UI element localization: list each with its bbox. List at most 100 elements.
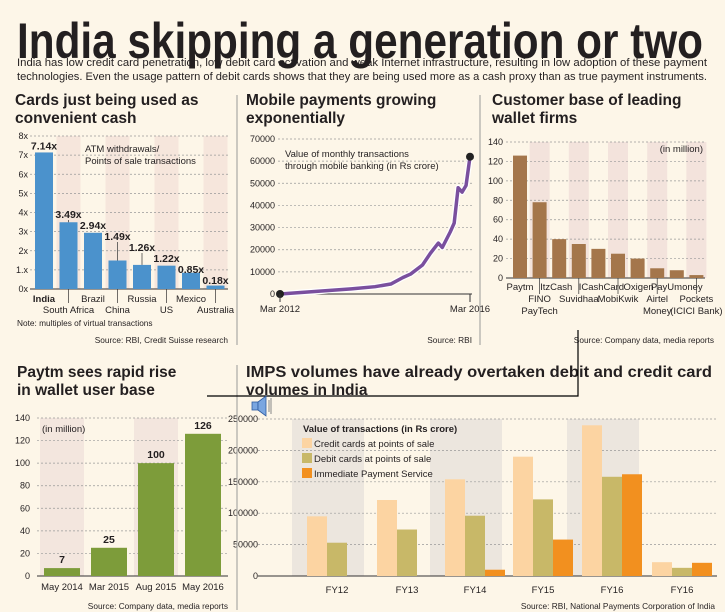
- chart1-category-label: Australia: [197, 305, 235, 316]
- chart4-category-label: May 2016: [182, 582, 224, 593]
- connector-line: [207, 330, 579, 397]
- chart3-ytick: 100: [488, 176, 503, 186]
- chart5-category-label: FY15: [532, 585, 555, 596]
- chart3-source: Source: Company data, media reports: [574, 335, 714, 345]
- chart2-ytick: 30000: [250, 223, 275, 233]
- chart1-ytick: 4x: [18, 208, 28, 218]
- chart1-bar: [206, 285, 225, 289]
- chart3-band: [686, 142, 707, 278]
- chart4-ytick: 40: [20, 526, 30, 536]
- chart4-source: Source: Company data, media reports: [88, 601, 228, 611]
- chart5-category-label: FY16: [671, 585, 694, 596]
- chart5-bar: [307, 516, 327, 576]
- chart3-ytick: 0: [498, 273, 503, 283]
- chart5-legend-title: Value of transactions (in Rs crore): [303, 424, 457, 435]
- intro-line-1: India has low credit card penetration, l…: [17, 57, 708, 69]
- speaker-icon[interactable]: [251, 395, 272, 417]
- chart3-bar: [689, 275, 704, 278]
- chart2-title-1: Mobile payments growing: [246, 92, 436, 109]
- chart4-bar: [44, 568, 80, 576]
- chart3-category-label: Suvidhaa: [559, 294, 599, 305]
- chart1-category-label: South Africa: [43, 305, 95, 316]
- chart5-ytick: 200000: [228, 445, 258, 455]
- chart3-category-label: Oxigen: [624, 282, 654, 293]
- chart2-ytick: 20000: [250, 245, 275, 255]
- chart1-category-label: China: [105, 305, 131, 316]
- chart2-ytick: 70000: [250, 134, 275, 144]
- chart2-xtick-label: Mar 2012: [260, 304, 300, 315]
- chart5-legend-swatch: [302, 453, 312, 463]
- chart2-ytick: 50000: [250, 178, 275, 188]
- chart4-title-2: in wallet user base: [17, 382, 155, 399]
- chart4-category-label: Mar 2015: [89, 582, 129, 593]
- chart4-ytick: 80: [20, 481, 30, 491]
- chart3-category-label: ItzCash: [540, 282, 572, 293]
- chart5-bar: [327, 542, 347, 576]
- chart4-ytick: 120: [15, 436, 30, 446]
- chart2-ytick: 40000: [250, 200, 275, 210]
- chart3-category-label: Pockets: [680, 294, 714, 305]
- chart5-category-label: FY14: [464, 585, 487, 596]
- chart1-category-label: US: [160, 305, 173, 316]
- chart5-ytick: 150000: [228, 477, 258, 487]
- chart1-data-label: 1.26x: [129, 242, 155, 254]
- chart3-bar: [591, 248, 606, 278]
- chart5-legend-label: Credit cards at points of sale: [314, 439, 434, 450]
- chart1-ytick: 6x: [18, 169, 28, 179]
- chart5-legend-swatch: [302, 468, 312, 478]
- chart5-legend-swatch: [302, 438, 312, 448]
- chart1-bar: [182, 272, 200, 289]
- chart3-ytick: 120: [488, 156, 503, 166]
- chart4-bar: [138, 463, 174, 576]
- chart4-ytick: 0: [25, 571, 30, 581]
- chart3-category-label: Airtel: [646, 294, 668, 305]
- chart5-ytick: 0: [253, 571, 258, 581]
- chart1-ytick: 8x: [18, 131, 28, 141]
- chart1-data-label: 1.22x: [153, 253, 179, 265]
- chart1-ytick: 1.x: [16, 265, 29, 275]
- chart1-category-label: Mexico: [176, 294, 206, 305]
- chart4-ytick: 140: [15, 413, 30, 423]
- chart2-annotation-2: through mobile banking (in Rs crore): [285, 161, 439, 172]
- chart5-bar: [485, 569, 505, 576]
- chart1-data-label: 1.49x: [104, 231, 130, 243]
- chart4-unit: (in million): [42, 424, 85, 435]
- chart3-category-label: PayUmoney: [651, 282, 703, 293]
- chart3-category-label: ICashCard: [579, 282, 624, 293]
- chart3-bar: [630, 258, 645, 278]
- chart1-ytick: 3x: [18, 227, 28, 237]
- chart5-bar: [377, 500, 397, 576]
- chart5-ytick: 250000: [228, 414, 258, 424]
- chart5-category-label: FY13: [396, 585, 419, 596]
- chart3-ytick: 60: [493, 215, 503, 225]
- chart2-line-halo: [279, 156, 473, 297]
- chart3-ytick: 140: [488, 137, 503, 147]
- chart5-ytick: 50000: [233, 540, 258, 550]
- chart5-bar: [445, 479, 465, 576]
- chart3-bar: [571, 244, 586, 278]
- chart1-annotation-1: ATM withdrawals/: [85, 144, 160, 155]
- chart2-end-point: [466, 152, 474, 161]
- chart5-bar: [692, 562, 712, 576]
- chart4-ytick: 60: [20, 503, 30, 513]
- chart1-source: Source: RBI, Credit Suisse research: [95, 335, 229, 345]
- chart4-ytick: 100: [15, 458, 30, 468]
- chart3-category-label: FINO: [528, 294, 551, 305]
- chart4-data-label: 126: [194, 420, 212, 432]
- main-title: India skipping a generation or two: [17, 13, 703, 69]
- chart5-title-1: IMPS volumes have already overtaken debi…: [246, 364, 712, 381]
- chart1-bar: [84, 232, 102, 289]
- chart5-bar: [672, 567, 692, 576]
- chart1-annotation-2: Points of sale transactions: [85, 156, 196, 167]
- chart5-bar: [602, 476, 622, 576]
- chart3-category-label: (ICICI Bank): [670, 306, 722, 317]
- chart5-bar: [513, 456, 533, 576]
- chart3-bar: [669, 270, 684, 278]
- chart4-category-label: May 2014: [41, 582, 83, 593]
- chart3-bar: [532, 202, 547, 278]
- chart4-bar: [185, 433, 221, 576]
- chart2-series-line: [279, 156, 472, 296]
- chart5-category-label: FY12: [326, 585, 349, 596]
- chart1-note: Note: multiples of virtual transactions: [17, 318, 153, 328]
